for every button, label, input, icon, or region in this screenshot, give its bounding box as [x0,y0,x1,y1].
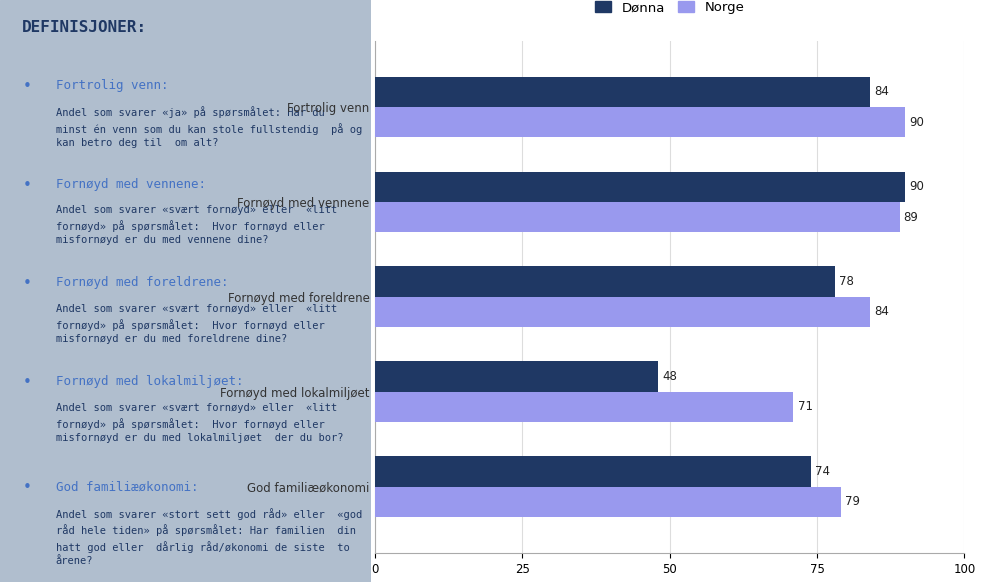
Text: 84: 84 [874,306,889,318]
Bar [375,392,793,422]
Text: Andel som svarer «svært fornøyd» eller  «litt
fornøyd» på spørsmålet:  Hvor forn: Andel som svarer «svært fornøyd» eller «… [56,304,337,345]
Text: 74: 74 [815,465,830,478]
Text: 48: 48 [662,370,677,383]
Bar [375,456,811,487]
Text: Fortrolig venn:: Fortrolig venn: [56,79,168,91]
Text: Andel som svarer «stort sett god råd» eller  «god
råd hele tiden» på spørsmålet:: Andel som svarer «stort sett god råd» el… [56,508,362,566]
Text: Andel som svarer «svært fornøyd» eller  «litt
fornøyd» på spørsmålet:  Hvor forn: Andel som svarer «svært fornøyd» eller «… [56,403,343,443]
Text: 90: 90 [909,180,924,193]
Bar [375,361,658,392]
Text: 84: 84 [874,86,889,98]
Text: •: • [23,79,31,94]
Text: Andel som svarer «ja» på spørsmålet: Har du
minst én venn som du kan stole fulls: Andel som svarer «ja» på spørsmålet: Har… [56,107,362,148]
Text: DEFINISJONER:: DEFINISJONER: [23,20,147,36]
Text: 89: 89 [903,211,918,223]
Bar [375,107,905,137]
Text: 71: 71 [797,400,812,413]
Text: 78: 78 [839,275,853,288]
Bar [375,297,870,327]
Text: Fornøyd med foreldrene:: Fornøyd med foreldrene: [56,276,228,289]
Text: 79: 79 [845,495,859,508]
Text: •: • [23,480,31,495]
Bar [375,172,905,202]
Bar [375,267,835,297]
Text: God familiæøkonomi:: God familiæøkonomi: [56,480,198,493]
Bar [375,202,900,232]
Text: •: • [23,178,31,193]
Text: Fornøyd med vennene:: Fornøyd med vennene: [56,178,205,190]
Text: Andel som svarer «svært fornøyd» eller  «litt
fornøyd» på spørsmålet:  Hvor forn: Andel som svarer «svært fornøyd» eller «… [56,205,337,246]
Text: Fornøyd med lokalmiljøet:: Fornøyd med lokalmiljøet: [56,375,244,388]
Bar [375,487,841,517]
Text: •: • [23,276,31,292]
Bar [375,77,870,107]
Text: 90: 90 [909,116,924,129]
Text: •: • [23,375,31,391]
Legend: Dønna, Norge: Dønna, Norge [590,0,749,20]
